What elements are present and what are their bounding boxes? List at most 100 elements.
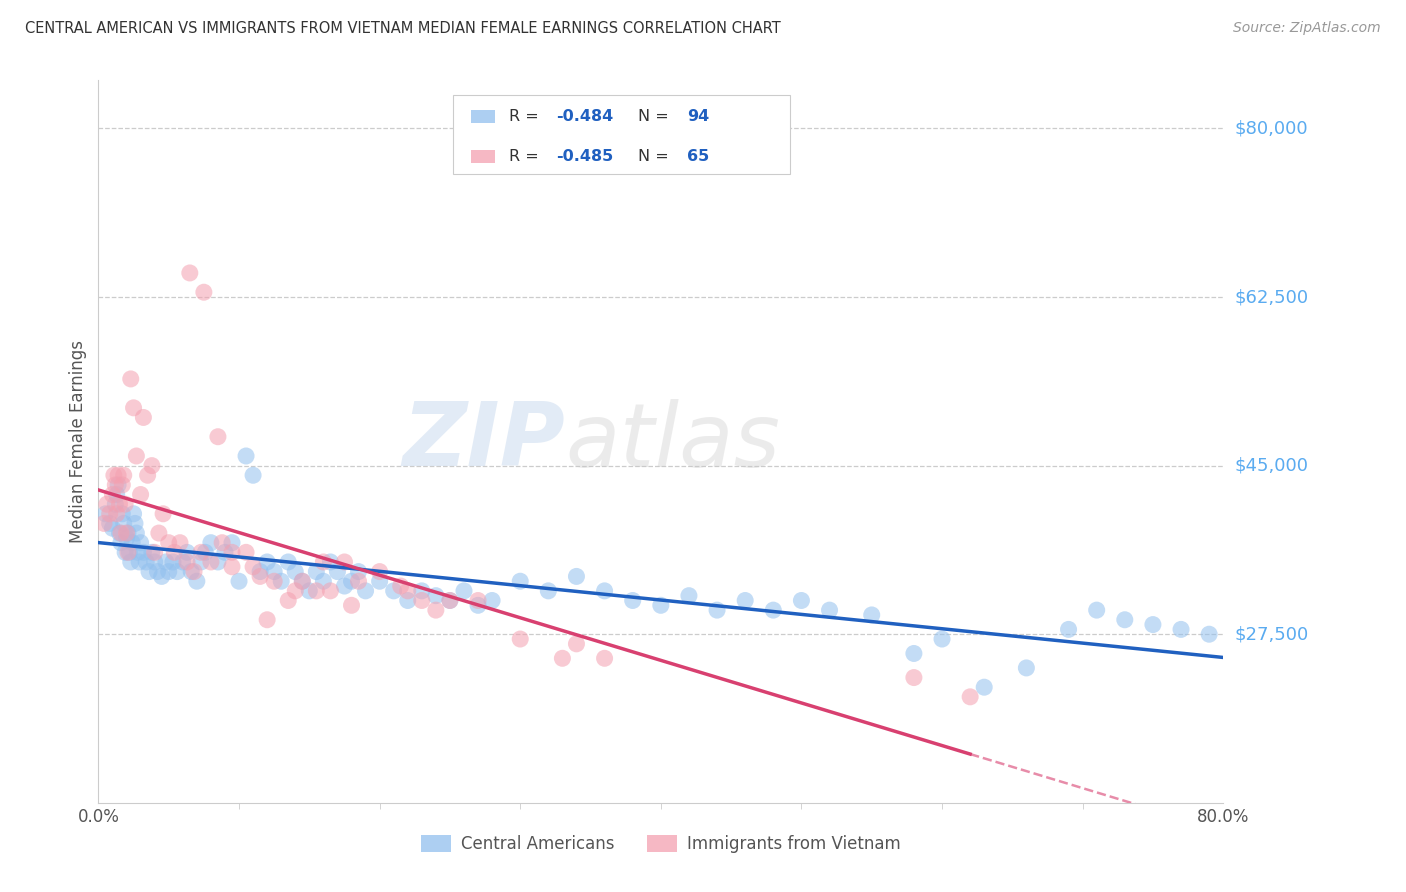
Text: $45,000: $45,000 xyxy=(1234,457,1309,475)
Point xyxy=(214,545,236,559)
Point xyxy=(291,574,314,589)
Point xyxy=(396,593,419,607)
Point xyxy=(105,507,128,521)
Point xyxy=(706,603,728,617)
Point xyxy=(135,555,157,569)
Point xyxy=(94,507,117,521)
Point xyxy=(263,565,285,579)
Point xyxy=(124,516,146,531)
Point xyxy=(148,526,170,541)
Text: $27,500: $27,500 xyxy=(1234,625,1309,643)
Point xyxy=(172,555,194,569)
Point xyxy=(221,535,243,549)
Text: N =: N = xyxy=(638,149,675,164)
Point xyxy=(565,569,588,583)
Point xyxy=(132,410,155,425)
Point xyxy=(141,458,163,473)
Point xyxy=(105,487,128,501)
Point xyxy=(242,468,264,483)
Text: CENTRAL AMERICAN VS IMMIGRANTS FROM VIETNAM MEDIAN FEMALE EARNINGS CORRELATION C: CENTRAL AMERICAN VS IMMIGRANTS FROM VIET… xyxy=(25,21,782,37)
Point xyxy=(333,579,356,593)
Point xyxy=(762,603,785,617)
Point xyxy=(425,603,447,617)
Point xyxy=(125,526,148,541)
Point xyxy=(1015,661,1038,675)
Point xyxy=(162,555,184,569)
FancyBboxPatch shape xyxy=(453,95,790,174)
Point xyxy=(326,565,349,579)
Point xyxy=(903,671,925,685)
Point xyxy=(221,545,243,559)
Point xyxy=(193,285,215,300)
Point xyxy=(194,545,217,559)
Point xyxy=(903,647,925,661)
Point xyxy=(256,555,278,569)
Point xyxy=(340,599,363,613)
Point xyxy=(112,516,135,531)
Point xyxy=(1085,603,1108,617)
Point xyxy=(650,599,672,613)
Point xyxy=(166,565,188,579)
Point xyxy=(163,545,186,559)
Point xyxy=(1170,623,1192,637)
Point xyxy=(249,569,271,583)
Text: $80,000: $80,000 xyxy=(1234,120,1308,137)
Point xyxy=(467,593,489,607)
Point xyxy=(115,531,138,545)
Point xyxy=(117,545,139,559)
Point xyxy=(152,507,174,521)
Point xyxy=(157,565,180,579)
Point xyxy=(347,565,370,579)
Point xyxy=(312,555,335,569)
Point xyxy=(129,535,152,549)
Point xyxy=(93,516,115,531)
Point xyxy=(411,593,433,607)
Point xyxy=(114,545,136,559)
Point xyxy=(110,526,132,541)
Point xyxy=(180,565,202,579)
Point xyxy=(190,545,212,559)
Point xyxy=(110,535,132,549)
Point xyxy=(155,555,177,569)
Point xyxy=(176,555,198,569)
Point xyxy=(298,583,321,598)
Point xyxy=(186,574,208,589)
Point xyxy=(143,555,166,569)
Point xyxy=(121,535,143,549)
Point xyxy=(284,565,307,579)
Point xyxy=(101,487,124,501)
Text: 94: 94 xyxy=(686,110,709,125)
Point xyxy=(221,559,243,574)
FancyBboxPatch shape xyxy=(471,110,495,123)
Point xyxy=(108,526,131,541)
Point xyxy=(228,574,250,589)
Point xyxy=(96,497,118,511)
Point xyxy=(101,521,124,535)
Point xyxy=(270,574,292,589)
Point xyxy=(396,583,419,598)
Point xyxy=(107,468,129,483)
Point xyxy=(382,583,405,598)
Point xyxy=(389,579,412,593)
Point xyxy=(593,651,616,665)
Point xyxy=(277,593,299,607)
FancyBboxPatch shape xyxy=(471,150,495,163)
Point xyxy=(973,680,995,694)
Point xyxy=(128,555,150,569)
Point xyxy=(860,607,883,622)
Point xyxy=(368,565,391,579)
Point xyxy=(108,497,131,511)
Point xyxy=(734,593,756,607)
Point xyxy=(190,555,212,569)
Point xyxy=(98,507,121,521)
Point xyxy=(141,545,163,559)
Point xyxy=(1142,617,1164,632)
Point xyxy=(411,583,433,598)
Point xyxy=(481,593,503,607)
Point xyxy=(565,637,588,651)
Point xyxy=(277,555,299,569)
Point xyxy=(347,574,370,589)
Point xyxy=(211,535,233,549)
Point xyxy=(115,526,138,541)
Text: R =: R = xyxy=(509,110,544,125)
